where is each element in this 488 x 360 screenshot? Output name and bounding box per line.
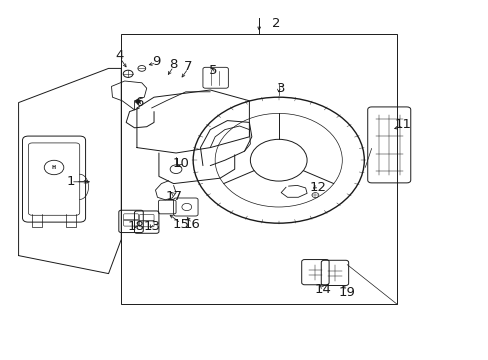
Circle shape [135,100,140,103]
Text: 7: 7 [183,60,192,73]
Text: 12: 12 [309,181,325,194]
Text: H: H [52,165,56,170]
Text: 6: 6 [135,96,143,109]
Text: 9: 9 [152,55,161,68]
Text: 1: 1 [66,175,75,188]
Text: 17: 17 [165,190,182,203]
Text: 10: 10 [172,157,189,170]
Text: 19: 19 [338,286,355,299]
Text: 18: 18 [127,220,144,233]
Text: 3: 3 [276,82,285,95]
Text: 13: 13 [143,220,160,233]
Text: 8: 8 [169,58,178,71]
Text: 4: 4 [115,49,124,62]
Text: 11: 11 [394,118,411,131]
Bar [121,34,396,304]
Text: 5: 5 [208,64,217,77]
Text: 14: 14 [314,283,330,296]
Text: 15: 15 [172,219,189,231]
Text: 2: 2 [271,17,280,30]
Text: 16: 16 [183,219,200,231]
